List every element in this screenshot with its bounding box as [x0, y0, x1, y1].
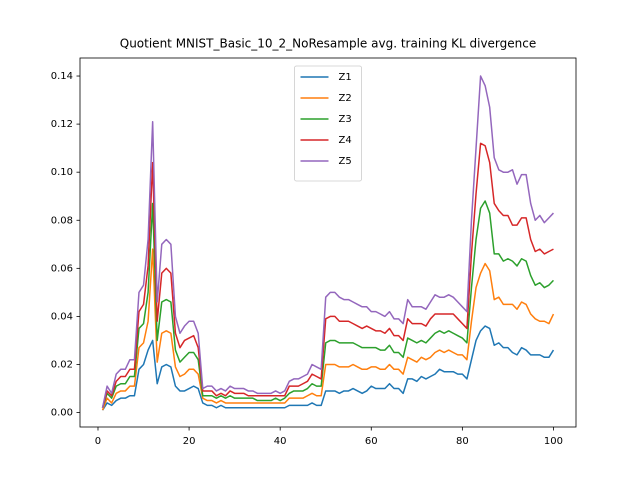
legend-box	[294, 65, 362, 182]
series-line	[101, 142, 554, 408]
series-line	[101, 75, 554, 408]
x-tick-label: 20	[183, 436, 196, 447]
y-tick-label: 0.02	[51, 359, 73, 370]
series-line	[101, 200, 554, 408]
series-line	[101, 325, 555, 411]
y-tick-label: 0.00	[51, 408, 73, 419]
x-tick-label: 0	[95, 436, 101, 447]
y-tick-label: 0.14	[51, 71, 73, 82]
x-tick-label: 100	[544, 436, 563, 447]
x-tick-label: 60	[365, 436, 378, 447]
y-tick-label: 0.12	[51, 119, 73, 130]
legend-label: Z1	[339, 72, 352, 83]
legend-label: Z4	[339, 135, 352, 146]
x-tick-label: 80	[456, 436, 469, 447]
legend-label: Z3	[339, 114, 352, 125]
legend-label: Z2	[339, 93, 352, 104]
axes-frame	[79, 57, 577, 428]
x-tick-label: 40	[274, 436, 287, 447]
chart-title: Quotient MNIST_Basic_10_2_NoResample avg…	[120, 37, 537, 51]
y-tick-label: 0.08	[51, 215, 73, 226]
y-tick-label: 0.06	[51, 263, 73, 274]
legend-label: Z5	[339, 156, 352, 167]
y-tick-label: 0.04	[51, 311, 73, 322]
y-tick-label: 0.10	[51, 167, 73, 178]
series-line	[101, 248, 555, 411]
